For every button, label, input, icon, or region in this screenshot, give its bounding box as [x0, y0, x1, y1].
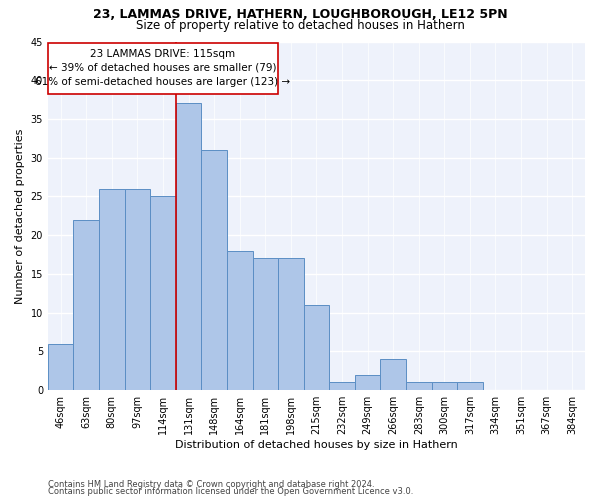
Bar [125, 188, 150, 390]
Bar [176, 104, 202, 390]
Bar [278, 258, 304, 390]
FancyBboxPatch shape [48, 43, 278, 94]
Text: 23 LAMMAS DRIVE: 115sqm: 23 LAMMAS DRIVE: 115sqm [91, 49, 236, 59]
Bar [227, 250, 253, 390]
Text: 61% of semi-detached houses are larger (123) →: 61% of semi-detached houses are larger (… [35, 77, 290, 87]
Text: Contains public sector information licensed under the Open Government Licence v3: Contains public sector information licen… [48, 487, 413, 496]
Text: 23, LAMMAS DRIVE, HATHERN, LOUGHBOROUGH, LE12 5PN: 23, LAMMAS DRIVE, HATHERN, LOUGHBOROUGH,… [92, 8, 508, 20]
Bar [253, 258, 278, 390]
Bar [304, 305, 329, 390]
Bar [73, 220, 99, 390]
Bar [99, 188, 125, 390]
Y-axis label: Number of detached properties: Number of detached properties [15, 128, 25, 304]
Bar [202, 150, 227, 390]
Bar [457, 382, 482, 390]
Text: Size of property relative to detached houses in Hathern: Size of property relative to detached ho… [136, 18, 464, 32]
Bar [48, 344, 73, 390]
Bar [329, 382, 355, 390]
Bar [380, 359, 406, 390]
X-axis label: Distribution of detached houses by size in Hathern: Distribution of detached houses by size … [175, 440, 458, 450]
Bar [431, 382, 457, 390]
Text: ← 39% of detached houses are smaller (79): ← 39% of detached houses are smaller (79… [49, 62, 277, 72]
Bar [150, 196, 176, 390]
Bar [355, 374, 380, 390]
Text: Contains HM Land Registry data © Crown copyright and database right 2024.: Contains HM Land Registry data © Crown c… [48, 480, 374, 489]
Bar [406, 382, 431, 390]
